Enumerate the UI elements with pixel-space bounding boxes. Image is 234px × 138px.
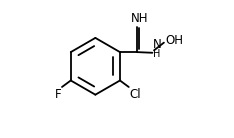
Text: Cl: Cl: [129, 88, 141, 101]
Text: OH: OH: [165, 34, 183, 47]
Text: H: H: [153, 49, 160, 59]
Text: NH: NH: [131, 12, 149, 25]
Text: F: F: [55, 88, 62, 101]
Text: N: N: [153, 38, 161, 51]
